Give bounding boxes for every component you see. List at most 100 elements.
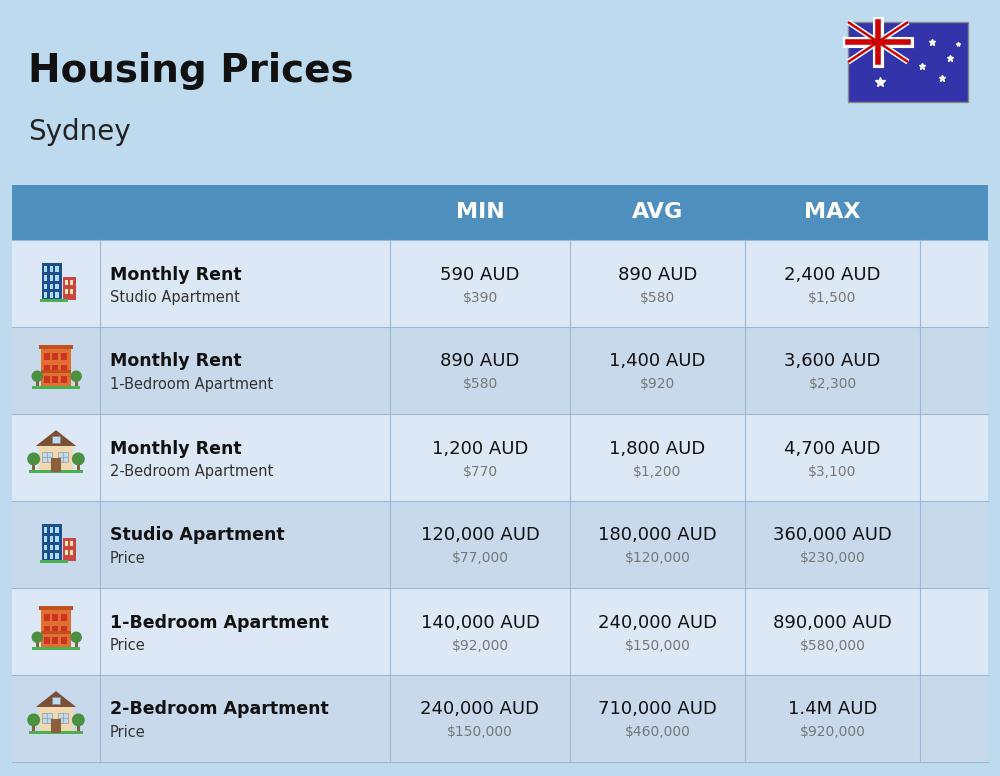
Circle shape (32, 632, 43, 643)
Bar (32, 386, 80, 390)
Text: AVG: AVG (632, 203, 683, 223)
Bar (44, 283, 47, 289)
Bar (44, 625, 50, 633)
Bar (848, 22, 968, 102)
Text: $580,000: $580,000 (800, 639, 865, 653)
Bar (52, 615, 58, 622)
Bar (12, 414, 988, 501)
Bar (58, 712, 68, 722)
Text: $580: $580 (462, 377, 498, 392)
Text: 120,000 AUD: 120,000 AUD (421, 526, 539, 545)
Bar (12, 327, 988, 414)
Bar (42, 712, 52, 722)
Text: 590 AUD: 590 AUD (440, 265, 520, 283)
Text: $120,000: $120,000 (625, 552, 690, 566)
Bar (77, 722, 80, 733)
Bar (44, 292, 47, 298)
Text: 240,000 AUD: 240,000 AUD (420, 701, 540, 719)
Bar (42, 263, 62, 301)
Bar (50, 275, 53, 281)
Bar (70, 289, 73, 293)
Text: 1-Bedroom Apartment: 1-Bedroom Apartment (110, 614, 329, 632)
Bar (55, 283, 59, 289)
Bar (40, 299, 68, 302)
Bar (44, 615, 50, 622)
Bar (41, 348, 71, 390)
Text: $2,300: $2,300 (808, 377, 857, 392)
Bar (61, 376, 67, 383)
Text: 1.4M AUD: 1.4M AUD (788, 701, 877, 719)
Bar (52, 625, 58, 633)
Text: 2-Bedroom Apartment: 2-Bedroom Apartment (110, 701, 329, 719)
Bar (32, 722, 35, 733)
Text: $92,000: $92,000 (451, 639, 509, 653)
Text: 360,000 AUD: 360,000 AUD (773, 526, 892, 545)
Text: $230,000: $230,000 (800, 552, 865, 566)
Bar (44, 266, 47, 272)
Bar (61, 625, 67, 633)
Bar (42, 525, 62, 562)
Text: Studio Apartment: Studio Apartment (110, 526, 285, 545)
Bar (39, 707, 73, 733)
Circle shape (27, 713, 40, 726)
Bar (50, 545, 53, 550)
Bar (44, 353, 50, 360)
Bar (44, 527, 47, 533)
Bar (52, 436, 60, 443)
Bar (39, 446, 73, 472)
Bar (32, 647, 80, 650)
Bar (29, 469, 83, 473)
Bar (63, 538, 76, 561)
Bar (55, 545, 59, 550)
Bar (65, 289, 68, 293)
Circle shape (27, 452, 40, 466)
Bar (12, 588, 988, 675)
Text: 1-Bedroom Apartment: 1-Bedroom Apartment (110, 377, 273, 392)
Bar (65, 280, 68, 285)
Text: $150,000: $150,000 (447, 726, 513, 740)
Bar (50, 266, 53, 272)
Text: MIN: MIN (456, 203, 504, 223)
Bar (61, 365, 67, 372)
Text: 180,000 AUD: 180,000 AUD (598, 526, 717, 545)
Text: $580: $580 (640, 290, 675, 304)
Text: 4,700 AUD: 4,700 AUD (784, 439, 881, 458)
Text: Housing Prices: Housing Prices (28, 52, 354, 90)
Text: Monthly Rent: Monthly Rent (110, 439, 242, 458)
Bar (65, 541, 68, 546)
Text: 1,400 AUD: 1,400 AUD (609, 352, 706, 370)
Bar (50, 292, 53, 298)
Text: Monthly Rent: Monthly Rent (110, 352, 242, 370)
Text: $920: $920 (640, 377, 675, 392)
Bar (70, 541, 73, 546)
Bar (40, 559, 68, 563)
Bar (12, 240, 988, 327)
Bar (65, 549, 68, 555)
Text: 1,200 AUD: 1,200 AUD (432, 439, 528, 458)
Bar (55, 292, 59, 298)
Bar (75, 379, 78, 390)
Bar (36, 379, 39, 390)
Text: $390: $390 (462, 290, 498, 304)
Bar (52, 376, 58, 383)
Text: $920,000: $920,000 (800, 726, 865, 740)
Text: Price: Price (110, 725, 146, 740)
Text: 3,600 AUD: 3,600 AUD (784, 352, 881, 370)
Bar (41, 608, 71, 650)
Bar (41, 370, 71, 372)
Text: MAX: MAX (804, 203, 861, 223)
Bar (39, 606, 73, 610)
Text: 140,000 AUD: 140,000 AUD (421, 614, 539, 632)
Bar (77, 462, 80, 472)
Bar (42, 452, 52, 462)
Bar (50, 283, 53, 289)
Circle shape (70, 632, 82, 643)
Bar (50, 527, 53, 533)
Polygon shape (36, 430, 76, 446)
Bar (75, 640, 78, 650)
Bar (61, 615, 67, 622)
Text: $3,100: $3,100 (808, 465, 857, 479)
Text: 1,800 AUD: 1,800 AUD (609, 439, 706, 458)
Bar (58, 452, 68, 462)
Text: 2-Bedroom Apartment: 2-Bedroom Apartment (110, 464, 273, 479)
